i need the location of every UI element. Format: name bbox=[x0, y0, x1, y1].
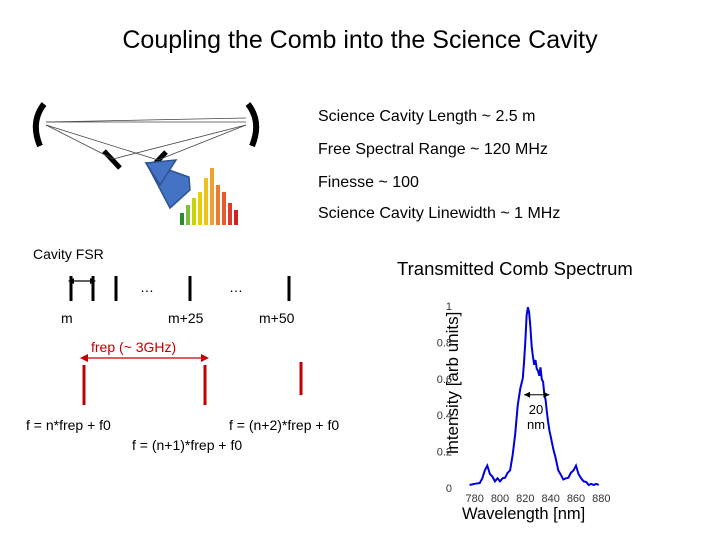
ellipsis-1: … bbox=[140, 279, 154, 295]
left-flat-mirror bbox=[102, 149, 122, 170]
y-tick-label: 0.4 bbox=[437, 410, 452, 422]
spec-finesse: Finesse ~ 100 bbox=[318, 174, 419, 191]
formula-n: f = n*frep + f0 bbox=[26, 417, 111, 433]
mode-label-m50: m+50 bbox=[259, 310, 295, 326]
width-marker-arrowhead bbox=[543, 391, 550, 398]
right-curved-mirror bbox=[245, 102, 260, 148]
frep-arrow bbox=[80, 354, 209, 362]
formula-n1: f = (n+1)*frep + f0 bbox=[132, 437, 243, 453]
y-tick-label: 0 bbox=[446, 483, 452, 495]
beam-paths bbox=[45, 117, 247, 161]
cavity-modes bbox=[69, 276, 291, 301]
x-tick-label: 840 bbox=[541, 493, 559, 505]
x-tick-label: 820 bbox=[516, 493, 534, 505]
y-tick-label: 1 bbox=[446, 301, 452, 313]
x-tick-label: 860 bbox=[567, 493, 585, 505]
y-tick-label: 0.8 bbox=[437, 337, 452, 349]
frep-label: frep (~ 3GHz) bbox=[91, 339, 177, 355]
mode-label-m25: m+25 bbox=[168, 310, 204, 326]
formula-n2: f = (n+2)*frep + f0 bbox=[229, 417, 340, 433]
page-title: Coupling the Comb into the Science Cavit… bbox=[122, 26, 598, 54]
left-curved-mirror bbox=[32, 102, 47, 148]
spec-length: Science Cavity Length ~ 2.5 m bbox=[318, 108, 536, 125]
mode-label-m: m bbox=[61, 310, 73, 326]
y-tick-label: 0.2 bbox=[437, 447, 452, 459]
width-annotation: 20 nm bbox=[526, 402, 546, 432]
spec-fsr: Free Spectral Range ~ 120 MHz bbox=[318, 141, 548, 158]
x-tick-label: 780 bbox=[465, 493, 483, 505]
x-tick-label: 880 bbox=[592, 493, 610, 505]
width-marker-arrowhead bbox=[524, 391, 531, 398]
ellipsis-2: … bbox=[229, 279, 243, 295]
chart-title: Transmitted Comb Spectrum bbox=[397, 258, 633, 279]
chart-x-axis-label: Wavelength [nm] bbox=[462, 505, 586, 523]
spectrum-series-line bbox=[469, 306, 600, 487]
cavity-fsr-label: Cavity FSR bbox=[33, 246, 104, 262]
comb-spectrum-icon bbox=[180, 168, 238, 225]
y-tick-label: 0.6 bbox=[437, 374, 452, 386]
frep-comb-lines bbox=[82, 362, 303, 405]
x-tick-label: 800 bbox=[491, 493, 509, 505]
spec-linewidth: Science Cavity Linewidth ~ 1 MHz bbox=[318, 205, 561, 222]
